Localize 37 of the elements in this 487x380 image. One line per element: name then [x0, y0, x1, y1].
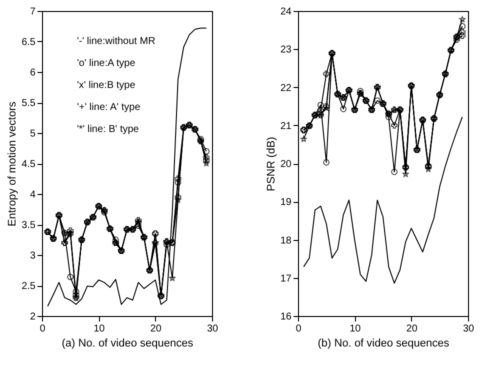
y-tick-label: 21	[280, 120, 292, 132]
y-axis-title: Entropy of motion vectors	[6, 101, 19, 226]
y-tick-label: 2.5	[22, 281, 36, 292]
y-tick-label: 23	[280, 44, 292, 56]
y-tick-label: 2	[30, 312, 36, 322]
y-tick-label: 19	[280, 197, 292, 208]
x-tick-label: 20	[150, 324, 162, 334]
annotation: 'x' line:B type	[77, 80, 136, 91]
x-tick-label: 30	[206, 324, 218, 334]
annotation: '+' line: A' type	[77, 102, 141, 113]
x-tick-label: 10	[94, 324, 106, 334]
y-tick-label: 3.5	[22, 220, 36, 231]
annotation: '*' line: B' type	[77, 124, 140, 135]
annotation: 'o' line:A type	[77, 58, 136, 69]
x-axis-title: (a) No. of video sequences	[62, 338, 194, 350]
y-tick-label: 4	[30, 190, 36, 200]
y-tick-label: 17	[280, 273, 292, 284]
y-tick-label: 20	[280, 159, 292, 170]
y-tick-label: 24	[280, 6, 292, 18]
y-tick-label: 6	[30, 68, 36, 78]
x-tick-label: 10	[350, 324, 362, 334]
y-tick-label: 22	[280, 82, 292, 94]
y-tick-label: 5	[30, 128, 36, 140]
x-tick-label: 0	[40, 324, 46, 334]
annotation: '-' line:without MR	[77, 36, 156, 47]
x-tick-label: 0	[296, 324, 302, 334]
y-tick-label: 7	[30, 6, 36, 18]
y-tick-label: 16	[280, 312, 292, 322]
y-tick-label: 6.5	[22, 37, 36, 48]
y-tick-label: 3	[30, 250, 36, 262]
x-tick-label: 30	[462, 324, 474, 334]
x-tick-label: 20	[406, 324, 418, 334]
x-axis-title: (b) No. of video sequences	[318, 338, 450, 350]
y-axis-title: PSNR (dB)	[265, 136, 278, 192]
y-tick-label: 4.5	[22, 159, 36, 170]
y-tick-label: 5.5	[22, 98, 36, 109]
y-tick-label: 18	[280, 235, 292, 246]
